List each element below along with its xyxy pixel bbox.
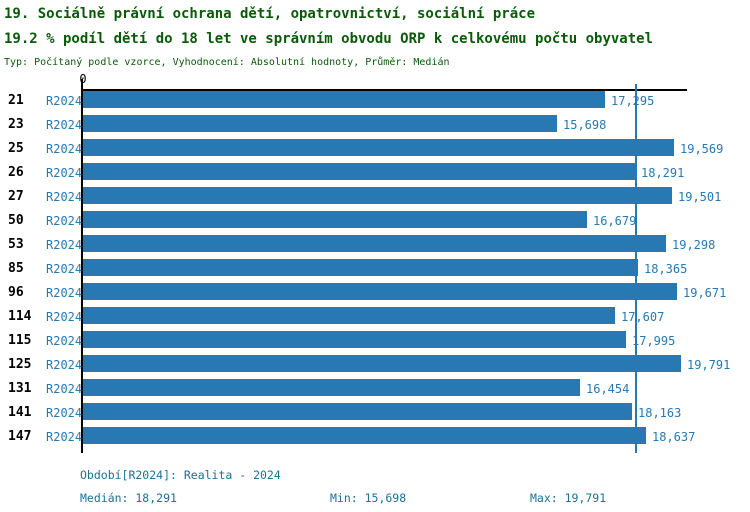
bar-row: 141 R2024 18,163 xyxy=(0,403,750,420)
category-label: 147 xyxy=(8,429,32,444)
series-label: R2024 xyxy=(46,94,83,108)
category-label: 85 xyxy=(8,261,24,276)
value-label: 19,501 xyxy=(678,190,722,204)
value-label: 19,569 xyxy=(680,142,724,156)
bar-row: 50 R2024 16,679 xyxy=(0,211,750,228)
value-label: 16,679 xyxy=(593,214,637,228)
bar xyxy=(83,355,681,372)
bar-row: 114 R2024 17,607 xyxy=(0,307,750,324)
bar-row: 85 R2024 18,365 xyxy=(0,259,750,276)
bar xyxy=(83,283,677,300)
page-subtitle-indicator: 19.2 % podíl dětí do 18 let ve správním … xyxy=(4,31,654,47)
bar xyxy=(83,427,646,444)
x-axis-line xyxy=(82,89,687,91)
category-label: 25 xyxy=(8,141,24,156)
bar-row: 25 R2024 19,569 xyxy=(0,139,750,156)
category-label: 96 xyxy=(8,285,24,300)
value-label: 15,698 xyxy=(563,118,607,132)
value-label: 18,291 xyxy=(641,166,685,180)
value-label: 16,454 xyxy=(586,382,630,396)
category-label: 114 xyxy=(8,309,32,324)
bar xyxy=(83,211,587,228)
category-label: 115 xyxy=(8,333,32,348)
series-label: R2024 xyxy=(46,286,83,300)
value-label: 18,365 xyxy=(644,262,688,276)
series-label: R2024 xyxy=(46,118,83,132)
bar-row: 147 R2024 18,637 xyxy=(0,427,750,444)
bar xyxy=(83,307,615,324)
y-axis-line xyxy=(81,79,83,453)
bar-row: 27 R2024 19,501 xyxy=(0,187,750,204)
series-label: R2024 xyxy=(46,166,83,180)
value-label: 17,995 xyxy=(632,334,676,348)
category-label: 26 xyxy=(8,165,24,180)
footer-median-label: Medián: 18,291 xyxy=(80,491,177,505)
bar xyxy=(83,331,626,348)
value-label: 19,791 xyxy=(687,358,731,372)
bar-row: 131 R2024 16,454 xyxy=(0,379,750,396)
category-label: 21 xyxy=(8,93,24,108)
bar xyxy=(83,187,672,204)
series-label: R2024 xyxy=(46,214,83,228)
bar xyxy=(83,115,557,132)
series-label: R2024 xyxy=(46,430,83,444)
page-title: 19. Sociálně právní ochrana dětí, opatro… xyxy=(4,6,536,22)
series-label: R2024 xyxy=(46,406,83,420)
series-label: R2024 xyxy=(46,142,83,156)
value-label: 18,637 xyxy=(652,430,696,444)
category-label: 23 xyxy=(8,117,24,132)
footer-min-label: Min: 15,698 xyxy=(330,491,407,505)
chart-meta-line: Typ: Počítaný podle vzorce, Vyhodnocení:… xyxy=(4,57,450,68)
category-label: 27 xyxy=(8,189,24,204)
category-label: 141 xyxy=(8,405,32,420)
bar-row: 26 R2024 18,291 xyxy=(0,163,750,180)
bar-row: 125 R2024 19,791 xyxy=(0,355,750,372)
footer-period-label: Období[R2024]: Realita - 2024 xyxy=(80,468,281,482)
series-label: R2024 xyxy=(46,310,83,324)
value-label: 18,163 xyxy=(638,406,682,420)
series-label: R2024 xyxy=(46,190,83,204)
bar xyxy=(83,235,666,252)
bar-row: 96 R2024 19,671 xyxy=(0,283,750,300)
category-label: 131 xyxy=(8,381,32,396)
bar xyxy=(83,403,632,420)
series-label: R2024 xyxy=(46,262,83,276)
series-label: R2024 xyxy=(46,382,83,396)
bar xyxy=(83,91,605,108)
value-label: 17,295 xyxy=(611,94,655,108)
bar-row: 21 R2024 17,295 xyxy=(0,91,750,108)
value-label: 19,298 xyxy=(672,238,716,252)
bar xyxy=(83,163,635,180)
category-label: 50 xyxy=(8,213,24,228)
series-label: R2024 xyxy=(46,334,83,348)
value-label: 17,607 xyxy=(621,310,665,324)
series-label: R2024 xyxy=(46,358,83,372)
bar-row: 53 R2024 19,298 xyxy=(0,235,750,252)
bar xyxy=(83,259,638,276)
series-label: R2024 xyxy=(46,238,83,252)
bar xyxy=(83,139,674,156)
x-axis-zero-tick-label: 0 xyxy=(76,72,90,86)
category-label: 53 xyxy=(8,237,24,252)
bar-row: 115 R2024 17,995 xyxy=(0,331,750,348)
value-label: 19,671 xyxy=(683,286,727,300)
bar xyxy=(83,379,580,396)
bar-row: 23 R2024 15,698 xyxy=(0,115,750,132)
category-label: 125 xyxy=(8,357,32,372)
footer-max-label: Max: 19,791 xyxy=(530,491,607,505)
